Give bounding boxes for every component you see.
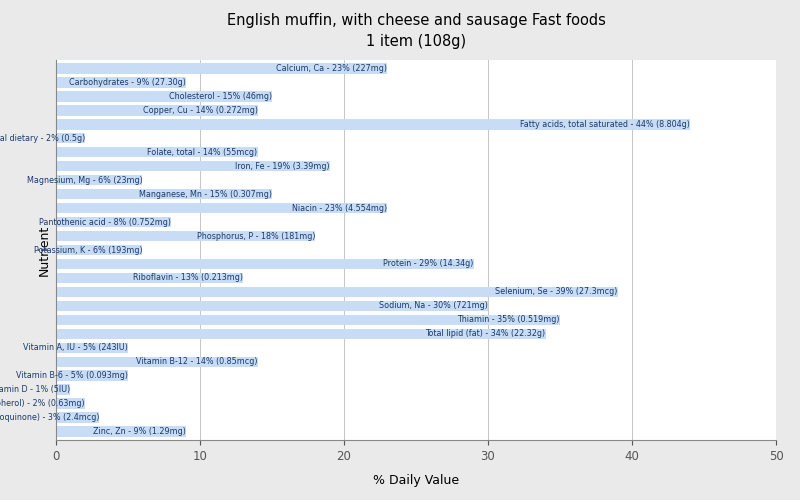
Text: Phosphorus, P - 18% (181mg): Phosphorus, P - 18% (181mg) — [197, 232, 315, 240]
Text: Manganese, Mn - 15% (0.307mg): Manganese, Mn - 15% (0.307mg) — [139, 190, 272, 198]
Bar — [56, 147, 258, 158]
Text: Total lipid (fat) - 34% (22.32g): Total lipid (fat) - 34% (22.32g) — [426, 330, 546, 338]
Bar — [56, 203, 387, 213]
Text: Thiamin - 35% (0.519mg): Thiamin - 35% (0.519mg) — [458, 316, 560, 324]
Bar — [56, 63, 387, 74]
Text: Cholesterol - 15% (46mg): Cholesterol - 15% (46mg) — [169, 92, 272, 101]
Text: Potassium, K - 6% (193mg): Potassium, K - 6% (193mg) — [34, 246, 142, 254]
Bar — [56, 77, 186, 88]
Text: Iron, Fe - 19% (3.39mg): Iron, Fe - 19% (3.39mg) — [235, 162, 330, 170]
Bar — [56, 412, 99, 423]
Text: Riboflavin - 13% (0.213mg): Riboflavin - 13% (0.213mg) — [134, 274, 243, 282]
Bar — [56, 426, 186, 437]
Text: Vitamin B-12 - 14% (0.85mcg): Vitamin B-12 - 14% (0.85mcg) — [136, 358, 258, 366]
Text: Vitamin K (phylloquinone) - 3% (2.4mcg): Vitamin K (phylloquinone) - 3% (2.4mcg) — [0, 413, 99, 422]
Bar — [56, 300, 488, 311]
Bar — [56, 105, 258, 116]
Bar — [56, 314, 560, 325]
Text: Folate, total - 14% (55mcg): Folate, total - 14% (55mcg) — [147, 148, 258, 156]
Bar — [56, 286, 618, 297]
Bar — [56, 342, 128, 353]
Bar — [56, 175, 142, 186]
Bar — [56, 133, 85, 143]
Text: Vitamin B-6 - 5% (0.093mg): Vitamin B-6 - 5% (0.093mg) — [16, 371, 128, 380]
Bar — [56, 217, 171, 228]
Bar — [56, 370, 128, 381]
Bar — [56, 119, 690, 130]
Bar — [56, 189, 272, 200]
Bar — [56, 398, 85, 409]
Bar — [56, 161, 330, 172]
Text: Zinc, Zn - 9% (1.29mg): Zinc, Zn - 9% (1.29mg) — [93, 427, 186, 436]
Y-axis label: Nutrient: Nutrient — [38, 224, 50, 276]
Bar — [56, 384, 70, 395]
Text: Vitamin A, IU - 5% (243IU): Vitamin A, IU - 5% (243IU) — [23, 344, 128, 352]
Bar — [56, 231, 315, 241]
Text: Sodium, Na - 30% (721mg): Sodium, Na - 30% (721mg) — [379, 302, 488, 310]
Bar — [56, 356, 258, 367]
Text: Pantothenic acid - 8% (0.752mg): Pantothenic acid - 8% (0.752mg) — [39, 218, 171, 226]
Bar — [56, 91, 272, 102]
Bar — [56, 328, 546, 339]
Text: Magnesium, Mg - 6% (23mg): Magnesium, Mg - 6% (23mg) — [26, 176, 142, 184]
Bar — [56, 258, 474, 269]
Text: Carbohydrates - 9% (27.30g): Carbohydrates - 9% (27.30g) — [69, 78, 186, 87]
Text: Fatty acids, total saturated - 44% (8.804g): Fatty acids, total saturated - 44% (8.80… — [520, 120, 690, 129]
Text: Copper, Cu - 14% (0.272mg): Copper, Cu - 14% (0.272mg) — [142, 106, 258, 115]
Text: Vitamin E (alpha-tocopherol) - 2% (0.63mg): Vitamin E (alpha-tocopherol) - 2% (0.63m… — [0, 399, 85, 408]
Text: Fiber, total dietary - 2% (0.5g): Fiber, total dietary - 2% (0.5g) — [0, 134, 85, 142]
Text: Vitamin D - 1% (5IU): Vitamin D - 1% (5IU) — [0, 385, 70, 394]
Text: Protein - 29% (14.34g): Protein - 29% (14.34g) — [383, 260, 474, 268]
Bar — [56, 272, 243, 283]
X-axis label: % Daily Value: % Daily Value — [373, 474, 459, 487]
Text: Selenium, Se - 39% (27.3mcg): Selenium, Se - 39% (27.3mcg) — [495, 288, 618, 296]
Title: English muffin, with cheese and sausage Fast foods
1 item (108g): English muffin, with cheese and sausage … — [226, 13, 606, 49]
Bar — [56, 245, 142, 255]
Text: Niacin - 23% (4.554mg): Niacin - 23% (4.554mg) — [292, 204, 387, 212]
Text: Calcium, Ca - 23% (227mg): Calcium, Ca - 23% (227mg) — [276, 64, 387, 73]
